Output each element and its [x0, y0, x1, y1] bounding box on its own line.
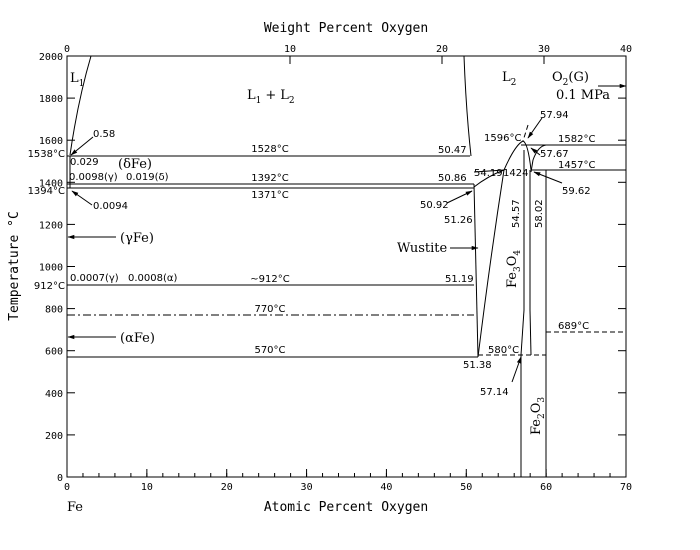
top-tick-label: 0 [64, 44, 70, 55]
left-tick-label: 800 [45, 305, 63, 316]
comp-5962: 59.62 [562, 186, 591, 197]
comp-5802: 58.02 [534, 199, 545, 228]
bottom-tick-label: 40 [380, 482, 392, 493]
iso-label-580: 580°C [488, 345, 519, 356]
label-alpha-fe: (αFe) [120, 331, 155, 346]
left-tick-label: 1200 [39, 220, 63, 231]
left-tick-label: 1600 [39, 136, 63, 147]
comp-5047: 50.47 [438, 145, 467, 156]
comp-5767: 57.67 [540, 149, 569, 160]
left-axis-title: Temperature °C [7, 211, 22, 321]
isotherm-1424 [473, 169, 505, 173]
wustite-right-boundary [477, 169, 505, 358]
top-axis-title: Weight Percent Oxygen [264, 21, 428, 36]
comp-5457: 54.57 [511, 199, 522, 228]
iso-label-1596: 1596°C [484, 133, 521, 144]
arrow-5794 [527, 117, 543, 139]
label-l1-plus-l2: L1 + L2 [247, 88, 295, 106]
comp-5086: 50.86 [438, 173, 467, 184]
label-l1: L1 [70, 71, 84, 89]
comp-5126: 51.26 [444, 215, 473, 226]
iso-label-570: 570°C [254, 345, 285, 356]
label-pressure: 0.1 MPa [556, 88, 610, 103]
magnetite-join-right [529, 309, 532, 356]
iso-label-1424: 1424 [503, 168, 528, 179]
magnetite-join-left [520, 309, 525, 356]
comp-00008-alpha: 0.0008(α) [128, 273, 177, 284]
top-tick-label: 40 [620, 44, 632, 55]
label-o2g: O2(G) [552, 70, 589, 88]
left-tick-label: 600 [45, 347, 63, 358]
comp-5419: 54.19 [474, 168, 503, 179]
bottom-tick-label: 0 [64, 482, 70, 493]
comp-5714: 57.14 [480, 387, 509, 398]
liquid-wustite-curve [473, 169, 505, 188]
bottom-tick-label: 20 [221, 482, 233, 493]
bottom-tick-label: 60 [540, 482, 552, 493]
label-fe2o3: Fe2O3 [529, 397, 547, 435]
left-tick-label: 0 [57, 473, 63, 484]
iso-label-1392: 1392°C [251, 173, 288, 184]
comp-058: 0.58 [93, 129, 115, 140]
left-ticks: 0 200 400 600 800 1000 1200 1400 1600 1800 2000 [39, 52, 626, 484]
label-delta-fe: (δFe) [118, 157, 152, 172]
left-tick-label: 1800 [39, 94, 63, 105]
left-tick-label: 2000 [39, 52, 63, 63]
left-tick-label: 1400 [39, 178, 63, 189]
left-tick-label: 400 [45, 389, 63, 400]
iso-label-1371: 1371°C [251, 190, 288, 201]
arrow-5714 [511, 356, 522, 383]
bottom-tick-label: 30 [301, 482, 313, 493]
bottom-tick-label: 50 [460, 482, 472, 493]
top-tick-label: 10 [284, 44, 296, 55]
arrow-5092 [446, 190, 473, 204]
left-temp-912: 912°C [34, 281, 65, 292]
arrow-058 [70, 136, 94, 156]
comp-0029: 0.029 [70, 157, 99, 168]
bottom-tick-label: 10 [141, 482, 153, 493]
iso-label-1528: 1528°C [251, 144, 288, 155]
dashed-5794 [522, 124, 529, 142]
left-temp-1538: 1538°C [28, 149, 65, 160]
iso-label-912: ~912°C [250, 274, 289, 285]
comp-0019-delta: 0.019(δ) [126, 172, 169, 183]
liquidus-l2-left [463, 55, 472, 157]
arrow-5962 [533, 171, 563, 184]
comp-5092: 50.92 [420, 200, 449, 211]
bottom-tick-label: 70 [620, 482, 632, 493]
iso-label-1582: 1582°C [558, 134, 595, 145]
iso-label-770: 770°C [254, 304, 285, 315]
bottom-ticks: 0 10 20 30 40 50 60 70 [64, 469, 632, 493]
label-wustite: Wustite [397, 241, 447, 256]
comp-00007-gamma: 0.0007(γ) [70, 273, 119, 284]
label-gamma-fe: (γFe) [120, 231, 154, 246]
left-temp-1394: 1394°C [28, 186, 65, 197]
comp-00098-gamma: 0.0098(γ) [69, 172, 118, 183]
left-tick-label: 1000 [39, 263, 63, 274]
bottom-axis-title: Atomic Percent Oxygen [264, 500, 428, 515]
top-ticks: 0 10 20 30 40 [64, 44, 632, 64]
top-tick-label: 20 [436, 44, 448, 55]
comp-5119: 51.19 [445, 274, 474, 285]
wustite-left-boundary [473, 183, 479, 358]
comp-5138: 51.38 [463, 360, 492, 371]
label-fe3o4: Fe3O4 [505, 250, 523, 288]
label-l2: L2 [502, 70, 516, 88]
arrow-5767 [530, 147, 541, 156]
arrow-00094 [71, 190, 93, 206]
corner-label-fe: Fe [67, 500, 83, 515]
left-tick-label: 200 [45, 431, 63, 442]
top-tick-label: 30 [538, 44, 550, 55]
magnetite-right-dome [530, 144, 547, 173]
liquidus-l1 [69, 55, 92, 156]
iso-label-1457: 1457°C [558, 160, 595, 171]
comp-00094: 0.0094 [93, 201, 128, 212]
iso-label-689: 689°C [558, 321, 589, 332]
comp-5794: 57.94 [540, 110, 569, 121]
